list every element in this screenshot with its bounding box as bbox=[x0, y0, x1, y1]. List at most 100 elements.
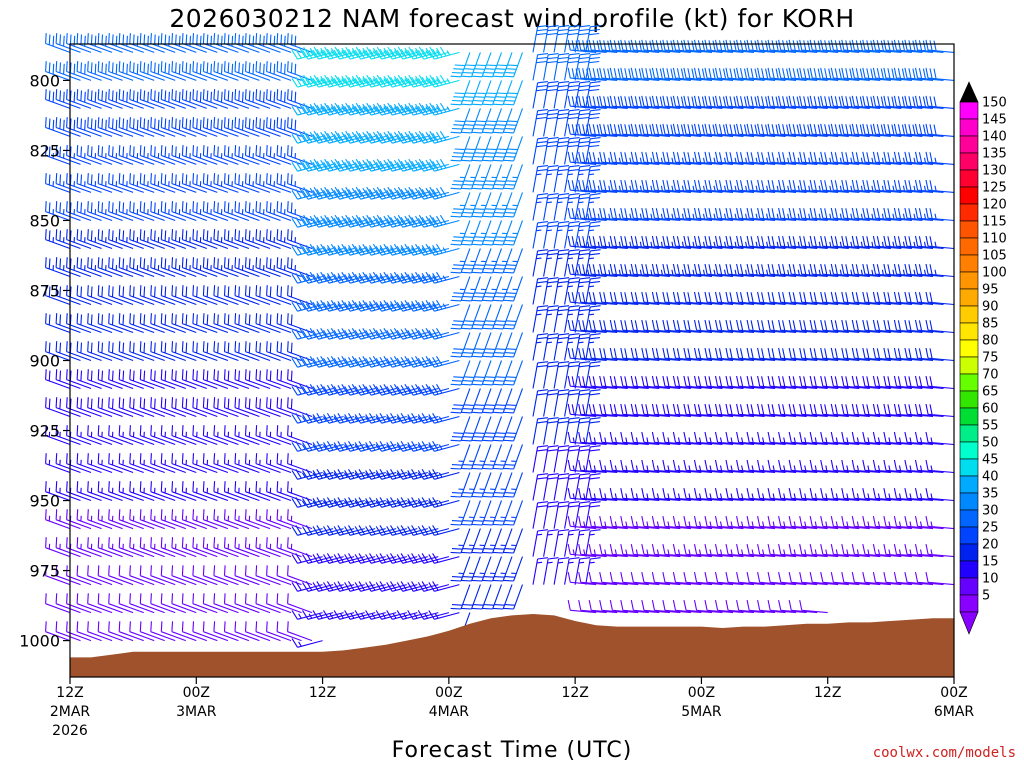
colorbar-swatch bbox=[959, 101, 979, 120]
wind-barb-path bbox=[693, 95, 723, 109]
wind-barb-path bbox=[893, 123, 923, 137]
wind-barb-path bbox=[567, 235, 597, 250]
wind-barb-path bbox=[255, 621, 281, 642]
wind-barb bbox=[788, 431, 818, 446]
wind-barb bbox=[672, 375, 702, 390]
wind-barb-path bbox=[704, 347, 734, 362]
wind-barb-path bbox=[757, 319, 786, 334]
wind-barb bbox=[181, 369, 207, 390]
wind-barb-path bbox=[578, 263, 607, 278]
wind-barb-path bbox=[564, 165, 580, 193]
wind-barb bbox=[223, 201, 250, 222]
wind-barb-path bbox=[202, 369, 229, 390]
wind-barb bbox=[139, 173, 165, 193]
wind-barb-path bbox=[714, 599, 744, 614]
wind-barb-path bbox=[651, 571, 681, 586]
wind-barb bbox=[567, 403, 597, 418]
wind-barb bbox=[651, 207, 681, 222]
wind-barb bbox=[925, 67, 955, 81]
wind-barb-path bbox=[450, 528, 471, 554]
wind-barb-path bbox=[767, 459, 797, 474]
wind-barb bbox=[160, 313, 186, 334]
wind-barb bbox=[714, 403, 744, 418]
wind-barb bbox=[883, 403, 912, 418]
wind-barb-path bbox=[118, 89, 144, 109]
wind-barb bbox=[574, 557, 591, 585]
wind-barb-path bbox=[171, 257, 197, 278]
wind-barb bbox=[287, 397, 313, 418]
wind-barb-path bbox=[160, 565, 186, 586]
wind-barb bbox=[778, 39, 807, 53]
colorbar-label: 120 bbox=[982, 198, 1007, 213]
wind-barb-path bbox=[564, 389, 580, 417]
wind-barb bbox=[872, 543, 902, 558]
wind-barb bbox=[662, 67, 691, 81]
wind-barb-path bbox=[851, 375, 881, 390]
wind-barb-path bbox=[181, 285, 207, 306]
wind-barb-path bbox=[118, 341, 144, 362]
wind-barb bbox=[599, 263, 628, 278]
x-tick-label: 00Z bbox=[183, 685, 210, 701]
wind-barb bbox=[588, 207, 618, 222]
wind-barb-path bbox=[450, 556, 471, 582]
wind-barb bbox=[87, 341, 113, 362]
wind-barb-path bbox=[736, 543, 765, 558]
wind-barb bbox=[830, 151, 860, 165]
wind-barb-path bbox=[862, 39, 891, 53]
wind-barb bbox=[139, 201, 165, 222]
wind-barb bbox=[778, 459, 807, 474]
wind-barb-path bbox=[234, 313, 260, 334]
wind-barb bbox=[809, 67, 839, 81]
wind-barb-path bbox=[129, 537, 155, 558]
wind-barb-path bbox=[641, 459, 670, 474]
wind-barb-path bbox=[809, 459, 839, 474]
wind-barb bbox=[588, 347, 618, 362]
wind-barb bbox=[574, 277, 591, 305]
wind-barb bbox=[599, 347, 628, 362]
wind-barb bbox=[767, 39, 797, 53]
wind-barb bbox=[662, 599, 691, 614]
wind-barb-path bbox=[87, 229, 113, 250]
wind-barb-path bbox=[428, 328, 460, 340]
wind-barb-path bbox=[704, 235, 734, 250]
wind-barb-path bbox=[714, 571, 744, 586]
wind-barb bbox=[234, 593, 260, 614]
wind-barb bbox=[97, 173, 123, 193]
wind-barb bbox=[543, 557, 559, 585]
wind-barb bbox=[799, 95, 828, 109]
wind-barb-path bbox=[904, 543, 934, 558]
wind-barb bbox=[428, 300, 460, 312]
wind-barb-path bbox=[45, 61, 71, 81]
wind-barb-path bbox=[599, 319, 628, 334]
wind-barb-path bbox=[778, 515, 807, 530]
wind-barb-path bbox=[841, 207, 870, 222]
wind-barb-path bbox=[620, 291, 649, 306]
wind-barb bbox=[672, 599, 702, 614]
wind-barb bbox=[778, 123, 807, 137]
wind-barb bbox=[714, 67, 744, 81]
wind-barb-path bbox=[532, 305, 548, 333]
wind-barb bbox=[160, 537, 186, 558]
wind-barb bbox=[234, 201, 260, 222]
wind-barb-path bbox=[725, 235, 755, 250]
wind-barb-path bbox=[76, 621, 102, 642]
wind-barb-path bbox=[291, 638, 323, 648]
wind-barb-path bbox=[461, 360, 481, 386]
wind-barb-path bbox=[809, 487, 839, 502]
wind-barb-path bbox=[276, 89, 302, 109]
wind-barb bbox=[543, 305, 559, 333]
wind-barb bbox=[255, 33, 281, 53]
wind-barb-path bbox=[160, 201, 186, 222]
wind-barb-path bbox=[150, 173, 176, 193]
wind-barb-path bbox=[129, 285, 155, 306]
wind-barb bbox=[862, 95, 891, 109]
wind-barb bbox=[585, 361, 601, 389]
wind-barb bbox=[809, 263, 839, 278]
wind-barb-path bbox=[223, 117, 250, 137]
wind-barb-path bbox=[567, 431, 597, 446]
wind-barb bbox=[883, 67, 912, 81]
wind-barb-path bbox=[672, 151, 702, 165]
wind-barb-path bbox=[482, 276, 503, 302]
wind-barb-path bbox=[255, 369, 281, 390]
wind-barb-path bbox=[904, 179, 934, 193]
